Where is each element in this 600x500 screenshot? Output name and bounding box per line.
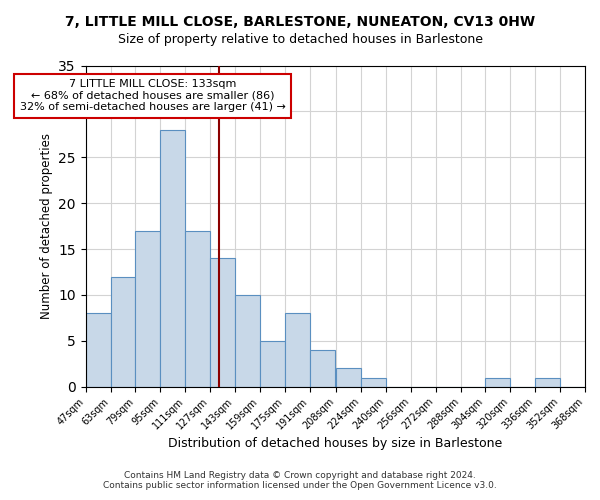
Text: 7, LITTLE MILL CLOSE, BARLESTONE, NUNEATON, CV13 0HW: 7, LITTLE MILL CLOSE, BARLESTONE, NUNEAT… xyxy=(65,15,535,29)
Bar xyxy=(136,230,160,386)
Bar xyxy=(210,258,235,386)
Bar xyxy=(285,314,310,386)
Text: Size of property relative to detached houses in Barlestone: Size of property relative to detached ho… xyxy=(118,32,482,46)
Bar xyxy=(336,368,361,386)
Bar xyxy=(110,276,136,386)
Text: 7 LITTLE MILL CLOSE: 133sqm
← 68% of detached houses are smaller (86)
32% of sem: 7 LITTLE MILL CLOSE: 133sqm ← 68% of det… xyxy=(20,80,286,112)
Bar xyxy=(260,341,285,386)
Bar xyxy=(86,314,110,386)
Bar xyxy=(485,378,511,386)
Text: Contains HM Land Registry data © Crown copyright and database right 2024.
Contai: Contains HM Land Registry data © Crown c… xyxy=(103,470,497,490)
Bar xyxy=(235,295,260,386)
Bar xyxy=(310,350,335,387)
Bar xyxy=(361,378,386,386)
X-axis label: Distribution of detached houses by size in Barlestone: Distribution of detached houses by size … xyxy=(168,437,502,450)
Bar xyxy=(160,130,185,386)
Y-axis label: Number of detached properties: Number of detached properties xyxy=(40,133,53,319)
Bar xyxy=(185,230,210,386)
Bar xyxy=(535,378,560,386)
